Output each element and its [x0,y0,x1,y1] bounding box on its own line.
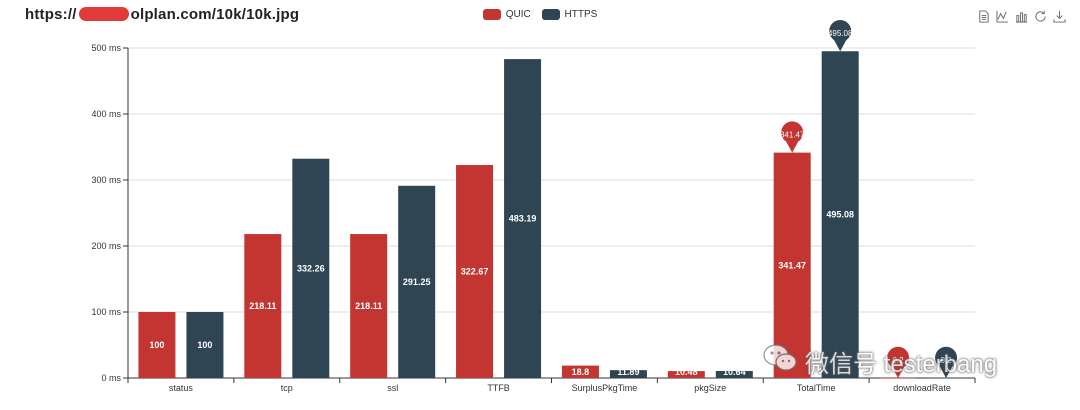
bar-quic [244,234,282,378]
refresh-icon[interactable] [1033,9,1047,23]
x-tick-label: SurplusPkgTime [572,383,638,393]
min-marker-pin [935,346,958,378]
bar-value-label: 100 [197,340,212,350]
bar-quic [561,365,599,378]
bar-value-label: 322.67 [461,267,489,277]
wechat-icon [763,343,797,380]
bar-quic [456,165,494,378]
legend-item-https[interactable]: HTTPS [541,9,597,20]
bar-value-label: 218.11 [249,301,276,311]
bar-https [398,185,436,378]
max-marker-pin [829,20,852,52]
bar-value-label: 218.11 [355,301,382,311]
y-tick-label: 300 ms [91,175,121,185]
min-marker-pin-label: 0.2 [941,356,953,365]
legend-item-quic[interactable]: QUIC [482,9,531,20]
redacted-mark [78,7,129,21]
x-tick-label: downloadRate [893,383,951,393]
bar-value-label: 10.64 [723,367,746,377]
max-marker-pin-label: 341.47 [780,131,805,140]
max-marker-pin-label: 495.08 [828,29,853,38]
bar-quic [879,377,917,379]
y-tick-label: 500 ms [91,43,121,53]
chart-toolbox [976,9,1066,23]
bar-value-label: 332.26 [297,263,325,273]
bar-value-label: 18.8 [572,367,590,377]
bar-https [715,370,753,378]
chart-legend: QUIC HTTPS [0,9,1080,23]
bar-value-label: 10.48 [675,367,698,377]
legend-swatch-quic [482,9,501,20]
bar-https [504,59,542,378]
bar-value-label: 11.89 [617,367,639,377]
y-tick-label: 200 ms [91,241,121,251]
bar-value-label: 100 [149,340,164,350]
x-tick-label: TotalTime [797,383,836,393]
x-tick-label: TTFB [487,383,510,393]
y-tick-label: 0 ms [101,373,121,383]
watermark: 微信号 testerbang [763,343,997,380]
bar-https [186,312,224,378]
max-marker-pin [781,121,804,153]
download-icon[interactable] [1052,9,1066,23]
y-tick-label: 100 ms [91,307,121,317]
bar-https [609,370,647,378]
min-marker-pin [887,346,910,378]
x-tick-label: pkgSize [694,383,726,393]
bar-chart-icon[interactable] [1014,9,1028,23]
y-tick-label: 400 ms [91,109,121,119]
page-title: https://olplan.com/10k/10k.jpg [25,6,300,23]
bar-https [821,51,859,379]
data-view-icon[interactable] [976,9,990,23]
x-tick-label: status [169,383,194,393]
bar-quic [667,371,705,378]
bar-quic [773,152,811,378]
min-marker-pin-label: 0.2 [893,356,905,365]
x-tick-label: tcp [281,383,293,393]
bar-https [292,158,330,378]
bar-value-label: 495.08 [826,210,854,220]
legend-swatch-https [541,9,560,20]
bar-quic [138,312,176,378]
bar-quic [350,234,388,378]
bar-value-label: 291.25 [403,277,431,287]
bar-value-label: 341.47 [778,260,806,270]
line-chart-icon[interactable] [995,9,1009,23]
x-tick-label: ssl [387,383,398,393]
bar-value-label: 483.19 [509,214,537,224]
bar-https [927,377,965,379]
